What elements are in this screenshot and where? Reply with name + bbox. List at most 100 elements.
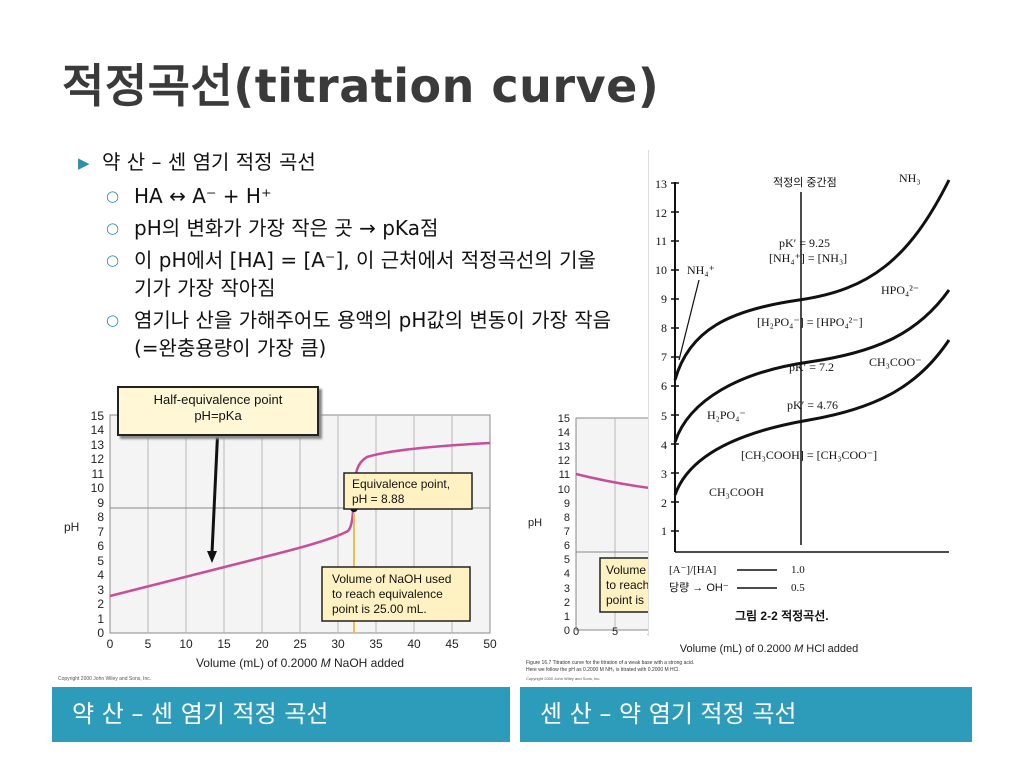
x-tick-label: 0 <box>573 626 579 638</box>
y-tick-label: 12 <box>558 455 570 467</box>
ratio-label: [A⁻]/[HA] <box>669 564 716 576</box>
y-tick-label: 12 <box>655 206 667 220</box>
x-tick-label: 40 <box>407 637 421 651</box>
half-equivalence-arrow <box>210 424 220 554</box>
x-tick-label: 50 <box>483 637 497 651</box>
equiv-value: 0.5 <box>791 582 805 594</box>
eq2-label: [H₂PO₄⁻] = [HPO₄²⁻] <box>757 315 863 329</box>
x-tick-label: 0 <box>107 637 114 651</box>
hpo4-label: HPO₄²⁻ <box>881 283 919 297</box>
y-tick-label: 15 <box>558 413 570 425</box>
y-tick-label: 12 <box>91 452 105 466</box>
x-tick-label: 5 <box>612 626 618 638</box>
bullet-sub-3: ○ 이 pH에서 [HA] = [A⁻], 이 근처에서 적정곡선의 기울기가 … <box>78 246 614 302</box>
y-tick-label: 8 <box>97 510 104 524</box>
ratio-value: 1.0 <box>791 564 805 576</box>
volume-box-line1: Volume of NaOH used <box>332 572 451 586</box>
x-tick-label: 45 <box>445 637 459 651</box>
figure-caption-line2: Here we follow the pH as 0.2000 M NH₃ is… <box>526 667 680 673</box>
volume-box <box>321 566 471 622</box>
y-tick-label: 3 <box>661 467 667 481</box>
y-axis-label: pH <box>528 517 542 529</box>
figure-caption: 그림 2-2 적정곡선. <box>735 608 829 623</box>
nh4-arrow <box>678 279 700 361</box>
y-tick-label: 10 <box>655 263 667 277</box>
y-tick-label: 9 <box>661 292 667 306</box>
bullet-sub-2: ○ pH의 변화가 가장 작은 곳 → pKa점 <box>78 214 638 242</box>
bullet-sub-text: pH의 변화가 가장 작은 곳 → pKa점 <box>134 216 439 240</box>
y-tick-label: 0 <box>564 625 570 637</box>
y-tick-label: 5 <box>97 554 104 568</box>
y-tick-label: 5 <box>564 554 570 566</box>
copyright-text: Copyright 2000 John Wiley and Sons, Inc. <box>526 676 601 681</box>
y-tick-label: 14 <box>558 427 570 439</box>
y-tick-label: 7 <box>661 350 667 364</box>
phosphate-titration-curve <box>673 289 951 443</box>
circle-bullet-icon: ○ <box>106 311 120 329</box>
arrowhead-icon <box>207 551 217 563</box>
y-tick-label: 15 <box>91 409 105 423</box>
nh3-label: NH₃ <box>899 171 921 185</box>
volume-box <box>599 557 653 613</box>
bullet-sub-4: ○ 염기나 산을 가해주어도 용액의 pH값의 변동이 가장 작음(=완충용량이… <box>78 306 614 362</box>
volume-box-line2: to reach equivalence <box>332 587 443 601</box>
y-tick-label: 11 <box>92 467 105 481</box>
volume-box-line3: point is <box>606 593 644 607</box>
bullet-sub-text: 염기나 산을 가해주어도 용액의 pH값의 변동이 가장 작음(=완충용량이 가… <box>134 308 612 360</box>
callout-line2: pH=pKa <box>194 408 242 423</box>
volume-box-line2: to reach <box>606 578 649 592</box>
y-tick-label: 4 <box>564 568 570 580</box>
circle-bullet-icon: ○ <box>106 219 120 237</box>
y-tick-label: 9 <box>564 498 570 510</box>
bullet-list: ▶ 약 산 – 센 염기 적정 곡선 ○ HA ↔ A⁻ + H⁺ ○ pH의 … <box>78 148 638 366</box>
y-tick-label: 5 <box>661 409 667 423</box>
y-tick-label: 11 <box>655 234 667 248</box>
y-tick-label: 7 <box>97 525 104 539</box>
left-titration-chart: 0 1 2 3 4 5 6 7 8 9 10 11 12 13 14 15 0 … <box>58 409 497 682</box>
circle-bullet-icon: ○ <box>106 187 120 205</box>
y-tick-label: 14 <box>91 423 105 437</box>
x-tick-label: 30 <box>331 637 345 651</box>
caption-right: 센 산 – 약 염기 적정 곡선 <box>520 687 972 742</box>
y-tick-label: 10 <box>91 481 105 495</box>
x-tick-label: 35 <box>369 637 383 651</box>
caption-right-text: 센 산 – 약 염기 적정 곡선 <box>540 700 797 728</box>
triangle-bullet-icon: ▶ <box>78 154 90 172</box>
equivalence-box-line1: Equivalence point, <box>352 477 450 491</box>
x-tick-label: 25 <box>293 637 307 651</box>
scanned-titration-figure: 1 2 3 4 5 6 7 8 9 10 11 12 13 <box>648 150 979 636</box>
y-tick-label: 8 <box>564 512 570 524</box>
circle-bullet-icon: ○ <box>106 251 120 269</box>
volume-box-line1: Volume <box>606 563 646 577</box>
caption-left-text: 약 산 – 센 염기 적정 곡선 <box>72 700 329 728</box>
y-tick-label: 1 <box>661 524 667 538</box>
nh4-label: NH₄⁺ <box>687 263 715 277</box>
x-tick-label: 15 <box>217 637 231 651</box>
y-tick-label: 6 <box>661 379 667 393</box>
x-tick-label: 20 <box>255 637 269 651</box>
volume-box-line3: point is 25.00 mL. <box>332 602 427 616</box>
titration-curve <box>575 472 651 490</box>
titration-curve <box>109 441 491 598</box>
bullet-sub-text: HA ↔ A⁻ + H⁺ <box>134 184 272 208</box>
x-tick-label: 10 <box>179 637 193 651</box>
y-tick-label: 13 <box>558 441 570 453</box>
x-axis-label: Volume (mL) of 0.2000 M NaOH added <box>196 656 404 670</box>
eq3-label: [CH₃COOH] = [CH₃COO⁻] <box>741 448 877 462</box>
pk2-label: pK′ = 7.2 <box>789 360 834 374</box>
x-tick-label: 5 <box>145 637 152 651</box>
y-tick-label: 3 <box>97 583 104 597</box>
equivalence-box <box>343 472 473 510</box>
x-axis-label: Volume (mL) of 0.2000 M HCl added <box>680 643 859 655</box>
y-tick-label: 13 <box>655 177 667 191</box>
y-tick-label: 1 <box>97 612 104 626</box>
y-tick-label: 11 <box>559 469 570 481</box>
midpoint-header: 적정의 중간점 <box>773 176 837 189</box>
equivalence-box-line2: pH = 8.88 <box>352 492 405 506</box>
half-equivalence-callout: Half-equivalence point pH=pKa <box>117 386 319 436</box>
y-tick-label: 6 <box>97 539 104 553</box>
ch3cooh-label: CH₃COOH <box>709 485 764 499</box>
page-title: 적정곡선(titration curve) <box>62 59 660 113</box>
y-tick-label: 4 <box>661 438 667 452</box>
bullet-sub-1: ○ HA ↔ A⁻ + H⁺ <box>78 182 638 210</box>
